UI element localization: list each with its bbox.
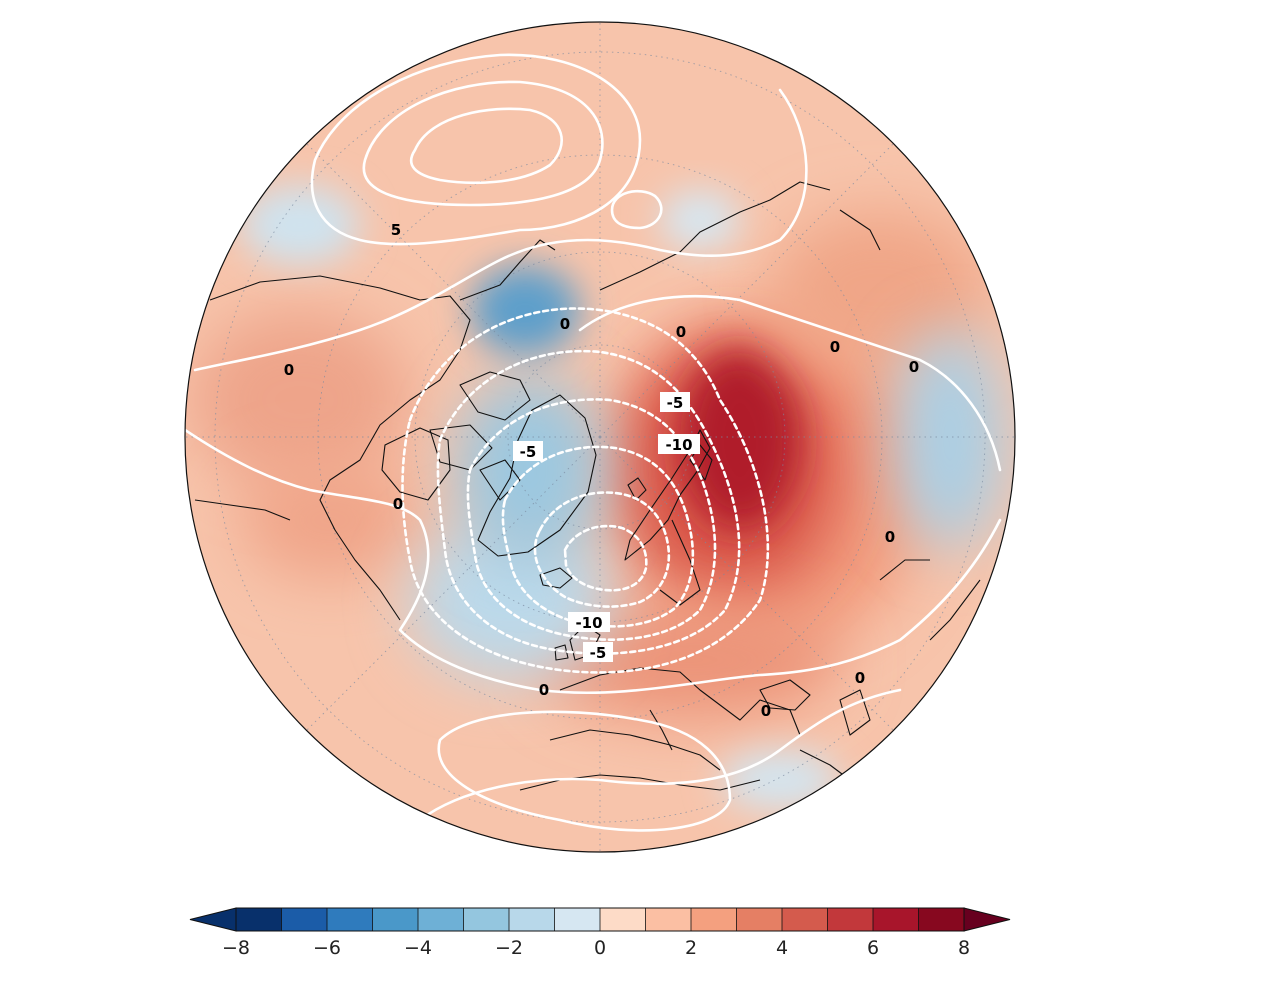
contour-positive-pacific-inner	[362, 80, 604, 207]
svg-text:0: 0	[909, 358, 919, 376]
colorbar-tick-label: 8	[958, 937, 970, 959]
svg-text:0: 0	[676, 323, 686, 341]
svg-text:0: 0	[761, 702, 771, 720]
svg-text:0: 0	[560, 315, 570, 333]
colorbar-arrow-high	[963, 907, 1011, 932]
contour-zero-west	[185, 428, 1002, 695]
contour-label: 0	[284, 361, 294, 379]
contour-label: -10	[568, 612, 610, 632]
svg-text:-5: -5	[590, 644, 607, 662]
contour-label: 0	[676, 323, 686, 341]
contour-zero-north	[193, 88, 808, 372]
svg-text:-5: -5	[520, 443, 537, 461]
colorbar-tick-label: −8	[222, 937, 250, 959]
contour-labels: 5 0 0 0 0 0 0 -5 -10 -5 -10 -5 0 0 0 0	[284, 221, 919, 720]
contour-label: 5	[391, 221, 401, 239]
contour-label: -10	[658, 434, 700, 454]
contour-negative-5	[533, 491, 671, 608]
colorbar-segment	[554, 907, 601, 932]
contour-zero-east	[578, 295, 1002, 472]
contour-label: 0	[761, 702, 771, 720]
contour-label: 0	[885, 528, 895, 546]
contour-negative-6	[563, 524, 648, 592]
contour-negative-4	[501, 445, 695, 628]
coastlines	[194, 181, 981, 791]
colorbar-tick-label: −6	[313, 937, 341, 959]
colorbar-tick-label: 0	[594, 937, 606, 959]
contour-positive-pacific-core	[409, 107, 563, 185]
svg-text:0: 0	[393, 495, 403, 513]
colorbar-segment	[827, 907, 874, 932]
colorbar: −8 −6 −4 −2 0 2 4 6 8	[189, 907, 1011, 959]
colorbar-segment	[417, 907, 465, 932]
colorbar-segment	[599, 907, 647, 932]
map-disk: 5 0 0 0 0 0 0 -5 -10 -5 -10 -5 0 0 0 0	[184, 21, 1016, 853]
contour-label: 0	[855, 669, 865, 687]
contour-zero-south	[418, 688, 902, 822]
contour-label: 0	[539, 681, 549, 699]
map-boundary	[184, 21, 1016, 853]
colorbar-segment	[872, 907, 920, 932]
contour-negative-2	[436, 349, 741, 655]
svg-text:5: 5	[391, 221, 401, 239]
contour-positive-pacific-outer	[310, 53, 642, 246]
contour-negative-3	[466, 398, 717, 641]
svg-text:-10: -10	[575, 614, 602, 632]
colorbar-segment	[463, 907, 510, 932]
contour-positive-atlantic	[437, 710, 732, 832]
contour-label: 0	[830, 338, 840, 356]
colorbar-tick-label: −2	[495, 937, 523, 959]
contour-negative-1	[401, 307, 770, 674]
contour-label: 0	[909, 358, 919, 376]
contour-label: 0	[393, 495, 403, 513]
contour-positive-small-ring	[610, 189, 663, 230]
colorbar-tick-label: 6	[867, 937, 879, 959]
contour-label: 0	[560, 315, 570, 333]
svg-text:-5: -5	[667, 394, 684, 412]
colorbar-segment	[372, 907, 419, 932]
colorbar-frame	[235, 907, 965, 932]
contour-label: -5	[583, 642, 613, 662]
colorbar-segment	[736, 907, 783, 932]
contour-lines	[185, 53, 1002, 832]
svg-text:-10: -10	[665, 436, 692, 454]
contour-label: -5	[513, 441, 543, 461]
colorbar-segment	[235, 907, 283, 932]
colorbar-segment	[645, 907, 692, 932]
colorbar-arrow-low	[189, 907, 237, 932]
svg-text:0: 0	[830, 338, 840, 356]
colorbar-ticks: −8 −6 −4 −2 0 2 4 6 8	[222, 937, 970, 959]
colorbar-tick-label: 4	[776, 937, 788, 959]
colorbar-segment	[918, 907, 965, 932]
svg-text:0: 0	[855, 669, 865, 687]
colorbar-segment	[781, 907, 829, 932]
svg-text:0: 0	[284, 361, 294, 379]
svg-text:0: 0	[539, 681, 549, 699]
colorbar-segment	[508, 907, 556, 932]
svg-text:0: 0	[885, 528, 895, 546]
contour-label: -5	[660, 392, 690, 412]
colorbar-tick-label: −4	[404, 937, 432, 959]
colorbar-segments	[235, 907, 965, 932]
colorbar-segment	[281, 907, 328, 932]
colorbar-segment	[690, 907, 738, 932]
colorbar-segment	[326, 907, 374, 932]
colorbar-tick-label: 2	[685, 937, 697, 959]
